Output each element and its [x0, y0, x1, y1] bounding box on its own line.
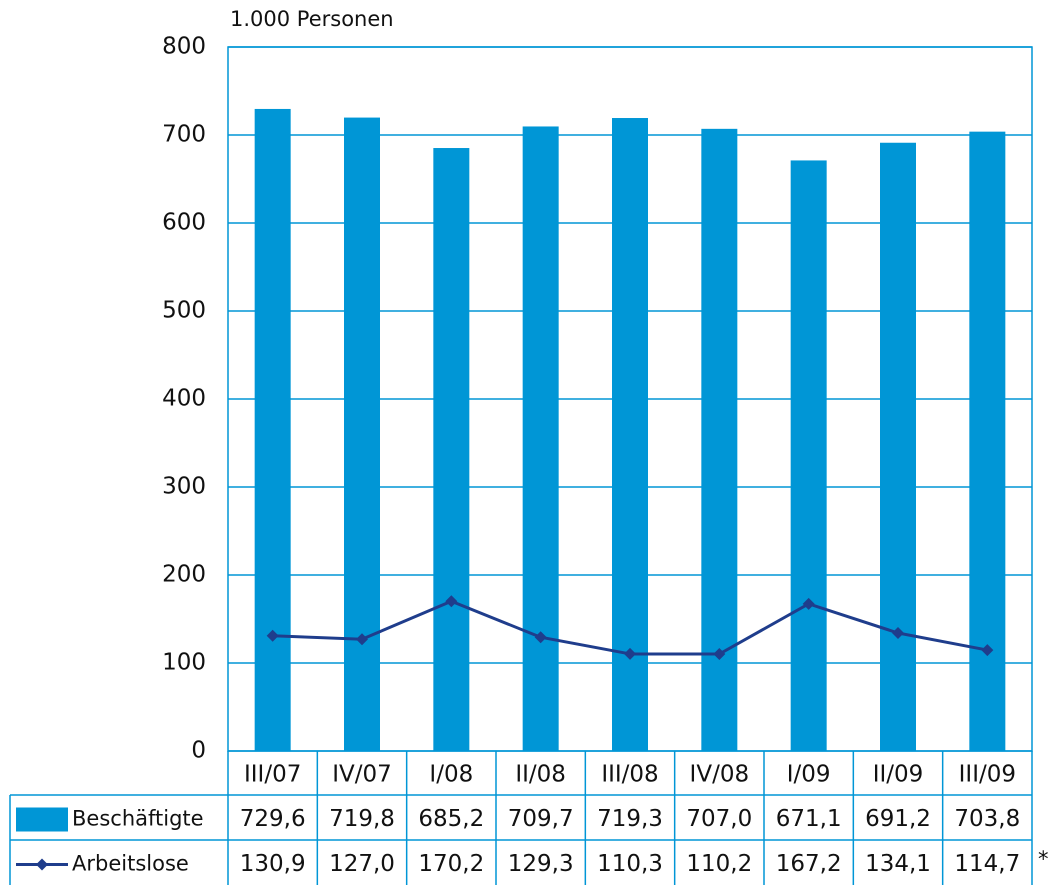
y-axis-label: 1.000 Personen [230, 7, 394, 31]
bar [254, 108, 291, 751]
y-tick-label: 300 [162, 474, 206, 500]
marker [266, 629, 279, 642]
data-label: 129,3 [508, 851, 574, 877]
data-label: 671,1 [776, 806, 842, 832]
legend-label: Beschäftigte [72, 807, 204, 831]
x-tick-label: II/08 [515, 762, 566, 788]
x-tick-label: II/09 [873, 762, 924, 788]
bar [969, 131, 1006, 751]
marker [802, 597, 815, 610]
marker [713, 648, 726, 661]
marker [356, 633, 368, 646]
data-label: 709,7 [508, 806, 574, 832]
y-tick-label: 500 [162, 298, 206, 324]
legend-label: Arbeitslose [72, 852, 189, 876]
x-tick-label: I/09 [787, 762, 831, 788]
y-tick-label: 600 [162, 210, 206, 236]
bar [344, 117, 380, 752]
marker [981, 644, 994, 657]
data-label: 130,9 [240, 851, 306, 877]
bar [522, 126, 559, 752]
footnote: * [1038, 847, 1049, 871]
y-tick-label: 400 [162, 386, 206, 412]
bar [433, 148, 470, 752]
x-tick-label: III/08 [601, 762, 658, 788]
marker [445, 595, 458, 608]
y-tick-label: 0 [191, 738, 206, 764]
marker [624, 647, 636, 660]
y-tick-label: 700 [162, 122, 206, 148]
data-label: 127,0 [329, 851, 395, 877]
data-label: 110,3 [597, 851, 663, 877]
legend-swatch [16, 807, 68, 832]
x-tick-label: III/07 [244, 762, 301, 788]
marker [892, 626, 904, 639]
data-label: 114,7 [954, 851, 1020, 877]
data-label: 707,0 [686, 806, 752, 832]
data-label: 170,2 [418, 851, 484, 877]
y-tick-label: 100 [162, 650, 206, 676]
marker [534, 631, 547, 644]
x-tick-label: IV/08 [690, 762, 750, 788]
data-label: 685,2 [418, 806, 484, 832]
data-label: 719,8 [329, 806, 395, 832]
bar [880, 142, 916, 751]
data-label: 703,8 [954, 806, 1020, 832]
bar [612, 118, 648, 752]
data-label: 691,2 [865, 806, 931, 832]
data-label: 729,6 [240, 806, 306, 832]
data-label: 134,1 [865, 851, 931, 877]
y-tick-label: 200 [162, 562, 206, 588]
x-tick-label: IV/07 [332, 762, 392, 788]
x-tick-label: I/08 [429, 762, 473, 788]
data-label: 719,3 [597, 806, 663, 832]
data-label: 110,2 [686, 851, 752, 877]
data-label: 167,2 [776, 851, 842, 877]
x-tick-label: III/09 [959, 762, 1016, 788]
y-tick-label: 800 [162, 34, 206, 60]
legend-marker [36, 858, 48, 871]
bar [790, 160, 827, 751]
